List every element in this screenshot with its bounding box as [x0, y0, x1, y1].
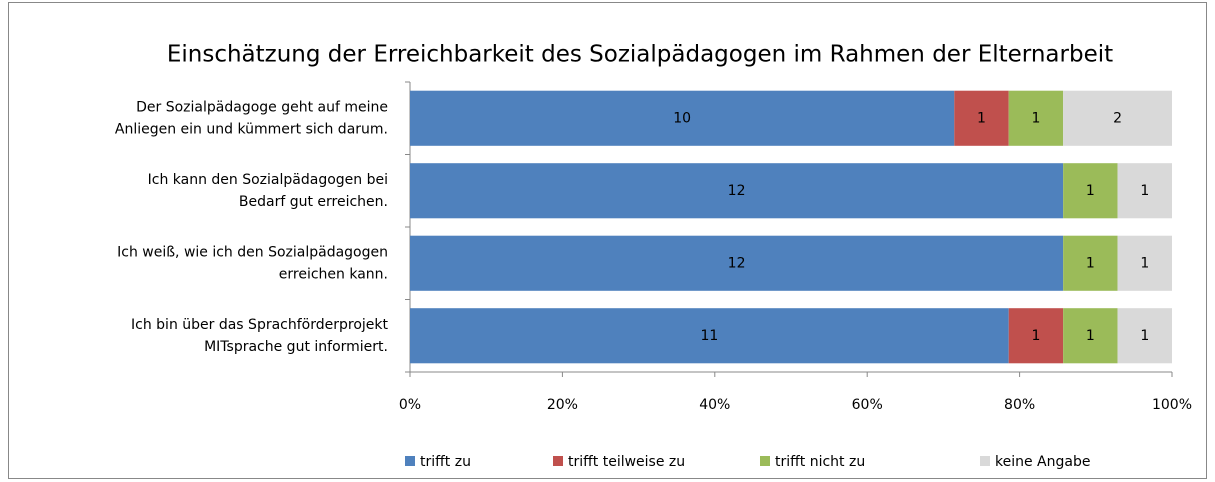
- data-label: 10: [673, 110, 691, 126]
- bar-segment: [410, 308, 1009, 364]
- data-label: 1: [1140, 328, 1149, 344]
- bar-segment: [1117, 308, 1172, 364]
- bar-segment: [1063, 235, 1118, 291]
- bar-segment: [1063, 90, 1172, 146]
- data-label: 11: [700, 328, 718, 344]
- bar-segment: [1063, 308, 1118, 364]
- data-label: 12: [728, 183, 746, 199]
- legend-swatch: [553, 456, 563, 466]
- bar-segment: [410, 235, 1064, 291]
- y-tick-label: Ich weiß, wie ich den Sozialpädagogen err…: [117, 244, 388, 282]
- x-tick-label: 60%: [852, 397, 883, 413]
- data-label: 1: [1086, 183, 1095, 199]
- data-label: 1: [1140, 183, 1149, 199]
- y-tick-label: Ich kann den Sozialpädagogen bei Bedarf g…: [148, 172, 388, 210]
- data-label: 1: [1140, 255, 1149, 271]
- legend-swatch: [760, 456, 770, 466]
- data-label: 1: [1086, 328, 1095, 344]
- bar-segment: [1117, 163, 1172, 219]
- legend-swatch: [980, 456, 990, 466]
- bar-segment: [410, 90, 955, 146]
- x-tick-label: 80%: [1004, 397, 1035, 413]
- legend-label: trifft nicht zu: [775, 454, 865, 470]
- legend-label: trifft teilweise zu: [568, 454, 685, 470]
- legend-label: keine Angabe: [995, 454, 1090, 470]
- bar-segment: [954, 90, 1009, 146]
- legend-swatch: [405, 456, 415, 466]
- x-tick-label: 0%: [399, 397, 421, 413]
- bar-segment: [410, 163, 1064, 219]
- bar-segment: [1063, 163, 1118, 219]
- x-tick-label: 40%: [699, 397, 730, 413]
- y-tick-label: Der Sozialpädagoge geht auf meine Anliege…: [115, 99, 388, 137]
- legend-label: trifft zu: [420, 454, 471, 470]
- data-label: 1: [1031, 328, 1040, 344]
- bar-segment: [1117, 235, 1172, 291]
- data-label: 1: [977, 110, 986, 126]
- data-label: 2: [1113, 110, 1122, 126]
- data-label: 1: [1031, 110, 1040, 126]
- data-label: 1: [1086, 255, 1095, 271]
- y-tick-label: Ich bin über das Sprachförderprojekt MITs…: [131, 317, 388, 355]
- x-tick-label: 100%: [1152, 397, 1192, 413]
- bar-segment: [1008, 308, 1064, 364]
- x-tick-label: 20%: [547, 397, 578, 413]
- chart-title: Einschätzung der Erreichbarkeit des Sozi…: [167, 42, 1113, 68]
- bar-segment: [1008, 90, 1064, 146]
- data-label: 12: [728, 255, 746, 271]
